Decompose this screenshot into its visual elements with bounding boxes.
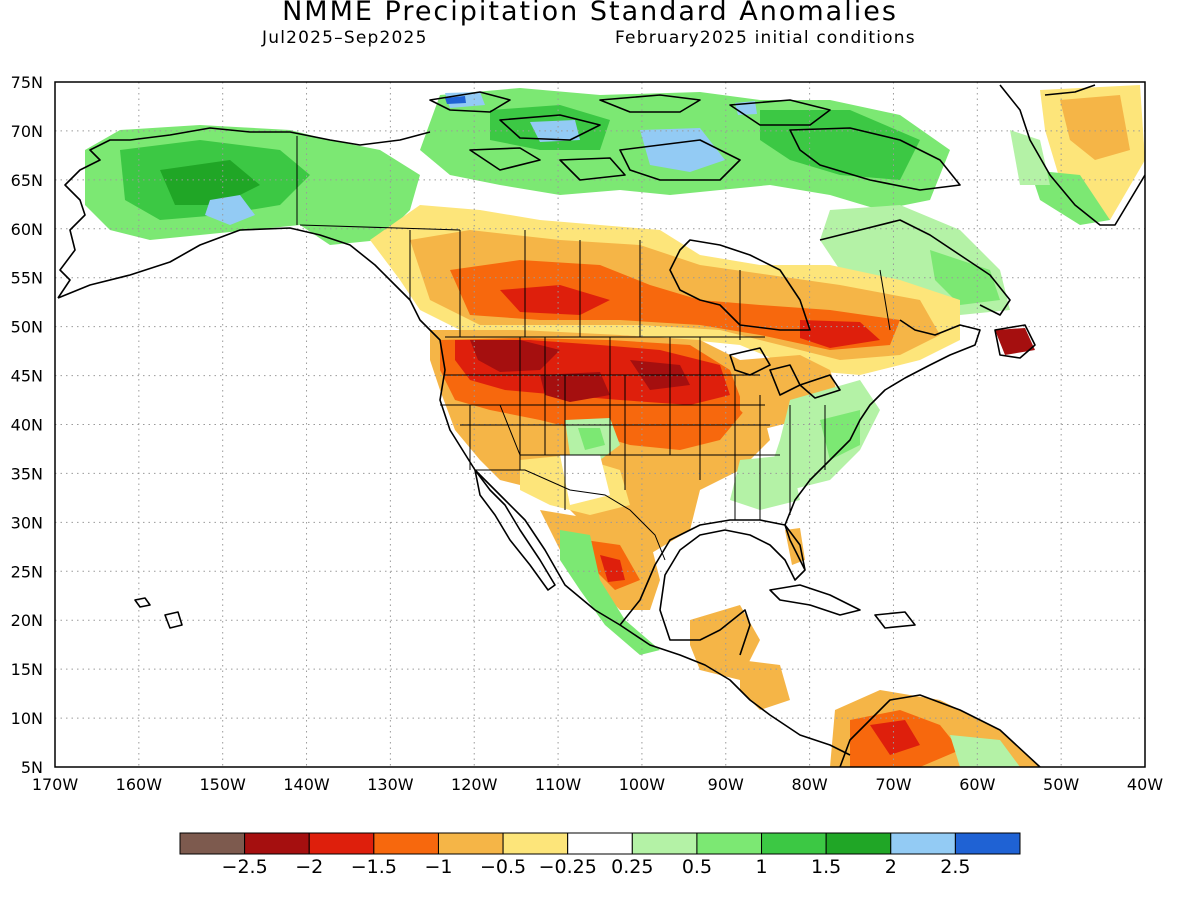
- latitude-label: 65N: [11, 171, 43, 190]
- longitude-label: 110W: [535, 775, 582, 794]
- colorbar-swatch: [825, 832, 892, 855]
- colorbar-swatch: [761, 832, 827, 855]
- colorbar-label: −0.25: [539, 856, 597, 878]
- political-borders: [296, 136, 891, 561]
- colorbar-label: 0.25: [611, 856, 653, 878]
- longitude-label: 50W: [1043, 775, 1079, 794]
- longitude-label: 170W: [32, 775, 79, 794]
- latitude-label: 25N: [11, 562, 43, 581]
- latitude-label: 20N: [11, 611, 43, 630]
- longitude-label: 150W: [200, 775, 247, 794]
- map-plot-area: [55, 82, 1145, 767]
- colorbar-label: −1: [424, 856, 452, 878]
- colorbar-swatch: [890, 832, 956, 855]
- colorbar-label: 1: [755, 856, 767, 878]
- longitude-label: 90W: [708, 775, 744, 794]
- longitude-label: 40W: [1127, 775, 1163, 794]
- map-frame: [54, 81, 1146, 768]
- colorbar-swatch: [631, 832, 698, 855]
- colorbar-swatch: [179, 832, 246, 855]
- latitude-label: 15N: [11, 660, 43, 679]
- colorbar-swatch: [373, 832, 439, 855]
- longitude-label: 80W: [792, 775, 828, 794]
- colorbar-swatch: [954, 832, 1021, 855]
- longitude-label: 140W: [283, 775, 330, 794]
- longitude-label: 160W: [116, 775, 163, 794]
- latitude-label: 10N: [11, 709, 43, 728]
- colorbar-labels: −2.5 −2 −1.5 −1 −0.5 −0.25 0.25 0.5 1 1.5 2 2.5: [222, 856, 971, 878]
- colorbar: [179, 832, 1021, 855]
- colorbar-label: −1.5: [351, 856, 397, 878]
- colorbar-label: −2.5: [222, 856, 268, 878]
- coastlines: [57, 84, 1145, 767]
- latitude-label: 5N: [21, 758, 43, 777]
- colorbar-label: 1.5: [811, 856, 841, 878]
- latitude-label: 35N: [11, 464, 43, 483]
- longitude-label: 70W: [875, 775, 911, 794]
- latitude-label: 45N: [11, 367, 43, 386]
- colorbar-label: 2: [885, 856, 897, 878]
- latitude-label: 55N: [11, 269, 43, 288]
- longitude-label: 100W: [619, 775, 666, 794]
- longitude-label: 120W: [451, 775, 498, 794]
- longitude-label: 130W: [367, 775, 414, 794]
- longitude-label: 60W: [959, 775, 995, 794]
- colorbar-swatch: [437, 832, 504, 855]
- latitude-label: 60N: [11, 220, 43, 239]
- colorbar-label: 2.5: [940, 856, 970, 878]
- initial-conditions: February2025 initial conditions: [615, 28, 916, 48]
- colorbar-swatch: [308, 832, 375, 855]
- latitude-label: 75N: [11, 73, 43, 92]
- colorbar-swatch: [696, 832, 763, 855]
- valid-period: Jul2025–Sep2025: [262, 28, 428, 48]
- latitude-label: 50N: [11, 318, 43, 337]
- colorbar-swatch: [244, 832, 310, 855]
- latitude-label: 40N: [11, 416, 43, 435]
- map-title: NMME Precipitation Standard Anomalies: [282, 0, 898, 27]
- latitude-label: 70N: [11, 122, 43, 141]
- longitude-labels: 170W 160W 150W 140W 130W 120W 110W 100W 90W 80W 70…: [32, 775, 1163, 794]
- latitude-labels: 75N 70N 65N 60N 55N 50N 45N 40N 35N 30N 25N 20N 15N 1…: [11, 73, 43, 777]
- colorbar-label: 0.5: [682, 856, 712, 878]
- colorbar-label: −0.5: [480, 856, 526, 878]
- colorbar-swatch: [502, 832, 569, 855]
- colorbar-swatch: [567, 832, 633, 855]
- latitude-label: 30N: [11, 513, 43, 532]
- colorbar-label: −2: [295, 856, 323, 878]
